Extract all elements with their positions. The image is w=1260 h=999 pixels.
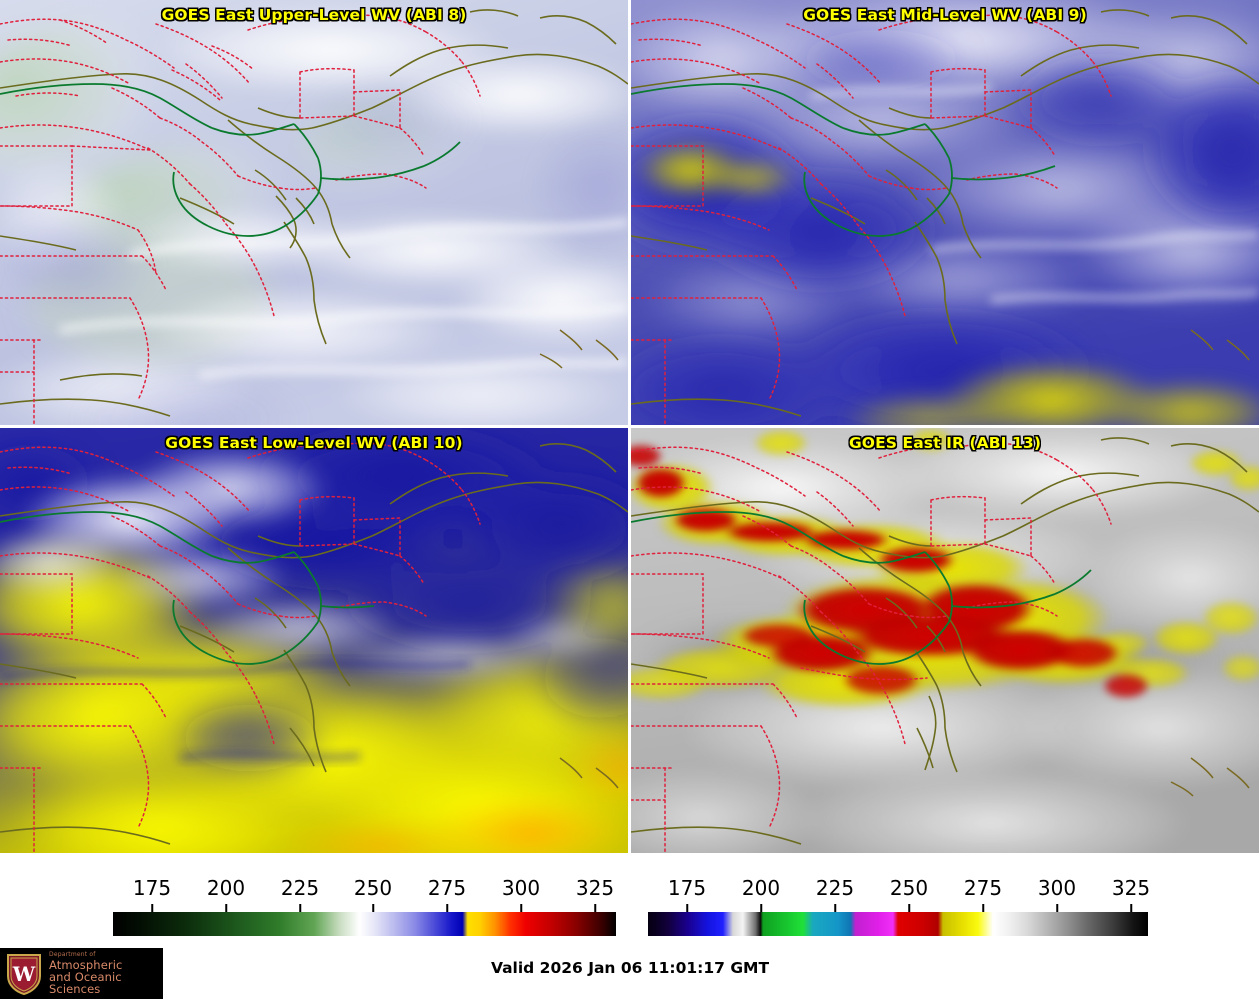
- panel-ir[interactable]: GOES East IR (ABI 13): [631, 428, 1259, 853]
- colorbar-area: 175 200 225 250 275 300 325 17: [0, 862, 1260, 940]
- wv-tick-mark-275: [446, 904, 448, 912]
- uw-aos-logo[interactable]: W Department of Atmospheric and Oceanic …: [0, 948, 163, 999]
- satellite-image-mid-level-wv: [631, 0, 1259, 425]
- ir-tick-mark-200: [760, 904, 762, 912]
- wv-tick-mark-200: [225, 904, 227, 912]
- panel-upper-level-wv[interactable]: GOES East Upper-Level WV (ABI 8): [0, 0, 628, 425]
- ir-tick-label-300: 300: [1037, 876, 1077, 900]
- panel-grid: GOES East Upper-Level WV (ABI 8): [0, 0, 1259, 853]
- ir-colorbar-labels: 175 200 225 250 275 300 325: [630, 876, 1260, 904]
- panel-mid-level-wv[interactable]: GOES East Mid-Level WV (ABI 9): [631, 0, 1259, 425]
- satellite-image-ir: [631, 428, 1259, 853]
- ir-tick-mark-250: [908, 904, 910, 912]
- ir-tick-mark-225: [834, 904, 836, 912]
- wv-tick-label-225: 225: [280, 876, 320, 900]
- wv-tick-mark-225: [299, 904, 301, 912]
- wv-colorbar[interactable]: 175 200 225 250 275 300 325: [0, 862, 630, 940]
- wv-tick-mark-325: [594, 904, 596, 912]
- wv-tick-mark-300: [520, 904, 522, 912]
- logo-department-line: Department of: [49, 950, 96, 958]
- ir-tick-mark-275: [982, 904, 984, 912]
- ir-colorbar-ticks: [630, 904, 1260, 912]
- wv-colorbar-ticks: [0, 904, 630, 912]
- uw-crest-icon: W: [7, 953, 41, 995]
- logo-line-2: and Oceanic Sciences: [49, 970, 122, 997]
- wv-tick-label-200: 200: [206, 876, 246, 900]
- footer: W Department of Atmospheric and Oceanic …: [0, 940, 1260, 999]
- ir-tick-label-175: 175: [667, 876, 707, 900]
- wv-tick-label-325: 325: [575, 876, 615, 900]
- ir-tick-mark-325: [1130, 904, 1132, 912]
- logo-line-1: Atmospheric: [49, 958, 123, 973]
- satellite-image-low-level-wv: [0, 428, 628, 853]
- ir-tick-label-325: 325: [1111, 876, 1151, 900]
- valid-time-text: Valid 2026 Jan 06 11:01:17 GMT: [490, 959, 770, 977]
- ir-tick-mark-175: [686, 904, 688, 912]
- wv-tick-mark-175: [151, 904, 153, 912]
- ir-tick-label-200: 200: [741, 876, 781, 900]
- wv-tick-label-250: 250: [353, 876, 393, 900]
- logo-text-block: Department of Atmospheric and Oceanic Sc…: [49, 950, 163, 997]
- ir-tick-label-250: 250: [889, 876, 929, 900]
- ir-tick-label-275: 275: [963, 876, 1003, 900]
- ir-tick-mark-300: [1056, 904, 1058, 912]
- panel-low-level-wv[interactable]: GOES East Low-Level WV (ABI 10): [0, 428, 628, 853]
- wv-tick-mark-250: [372, 904, 374, 912]
- ir-tick-label-225: 225: [815, 876, 855, 900]
- wv-colorbar-labels: 175 200 225 250 275 300 325: [0, 876, 630, 904]
- ir-colorbar[interactable]: 175 200 225 250 275 300 325: [630, 862, 1260, 940]
- wv-tick-label-300: 300: [501, 876, 541, 900]
- crest-letter-w: W: [12, 962, 36, 986]
- wv-tick-label-175: 175: [132, 876, 172, 900]
- wv-tick-label-275: 275: [427, 876, 467, 900]
- ir-colorbar-gradient[interactable]: [648, 912, 1148, 936]
- wv-colorbar-gradient[interactable]: [113, 912, 616, 936]
- satellite-image-upper-level-wv: [0, 0, 628, 425]
